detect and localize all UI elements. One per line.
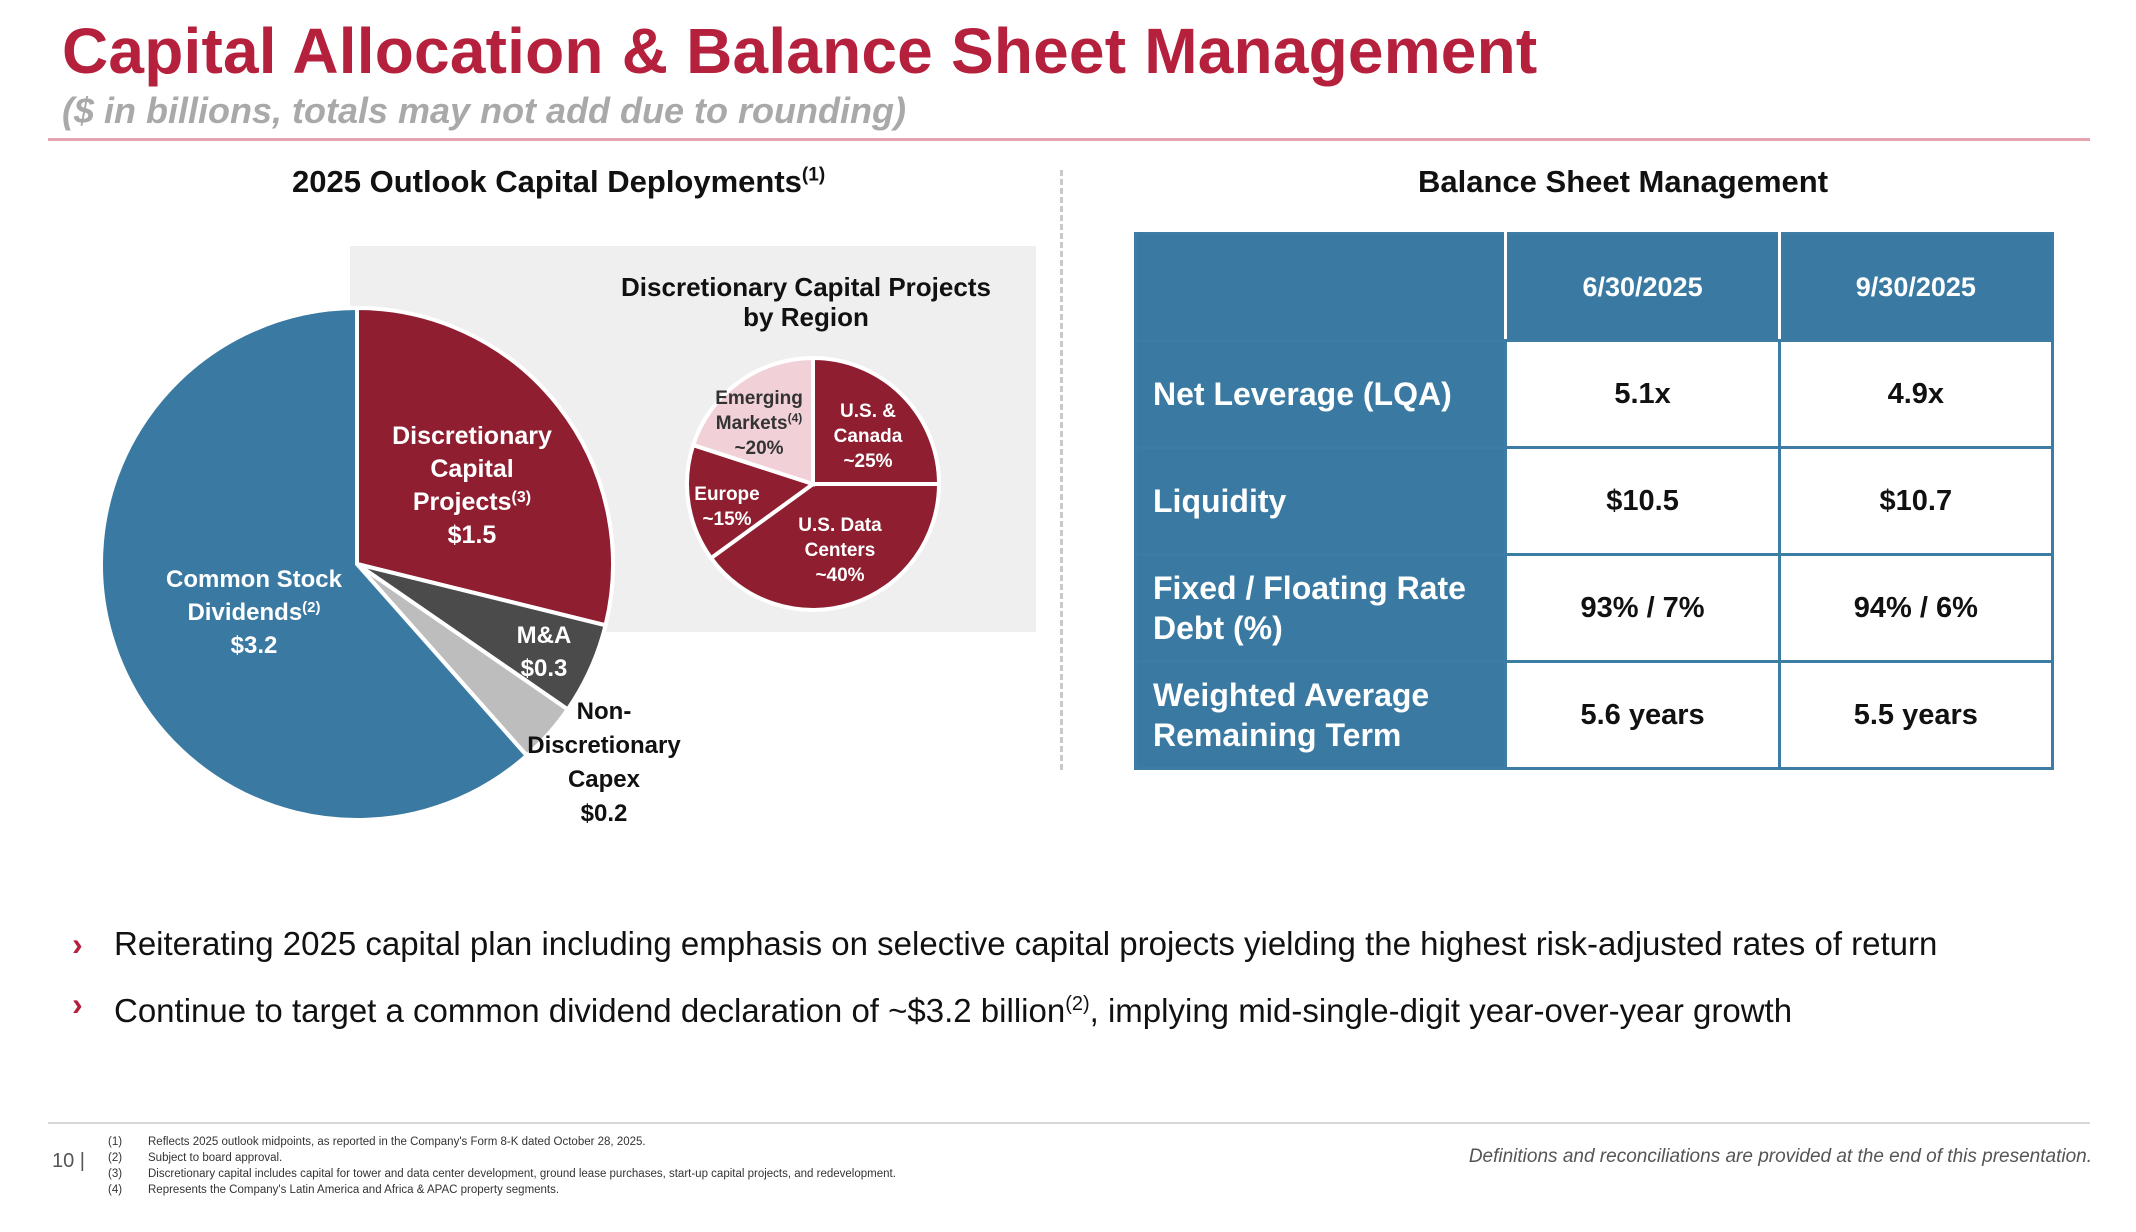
chevron-right-icon: ›	[72, 986, 83, 1022]
pie-slice-common-stock-dividends	[99, 305, 530, 822]
region-pie	[685, 355, 942, 612]
row-label-net-leverage: Net Leverage (LQA)	[1133, 339, 1508, 449]
section-divider	[1060, 170, 1063, 770]
table-header-col-2: 9/30/2025	[1777, 232, 2055, 342]
bullet-item: › Continue to target a common dividend de…	[72, 974, 1937, 1034]
row-label-fixed-floating: Fixed / Floating Rate Debt (%)	[1133, 553, 1508, 663]
capital-pie-labels: Discretionary Capital Projects(3) $1.5 M&A $0…	[166, 422, 681, 827]
label-emerging-markets: Emerging Markets(4) ~20%	[715, 388, 803, 459]
region-pie-labels: U.S. & Canada ~25% U.S. Data Centers ~40% Euro…	[694, 388, 902, 586]
footnote: (2) Subject to board approval.	[108, 1152, 283, 1164]
disclaimer-note: Definitions and reconciliations are prov…	[1468, 1146, 2092, 1167]
cell-remaining-term-q2: 5.6 years	[1504, 660, 1781, 770]
cell-fixed-floating-q2: 93% / 7%	[1504, 553, 1781, 663]
footnotes: (1) Reflects 2025 outlook midpoints, as r…	[108, 1134, 896, 1198]
bullet-item: › Reiterating 2025 capital plan including…	[72, 914, 1937, 974]
footnote: (1) Reflects 2025 outlook midpoints, as r…	[108, 1136, 646, 1148]
label-europe: Europe ~15%	[694, 484, 759, 530]
table-row-liquidity: Liquidity $10.5 $10.7	[1133, 446, 2055, 556]
capital-deployment-pie	[99, 305, 615, 822]
chevron-right-icon: ›	[72, 926, 83, 962]
footer-rule	[48, 1122, 2090, 1124]
pie-slice-emerging-markets	[690, 355, 815, 487]
page-subtitle: ($ in billions, totals may not add due t…	[62, 90, 906, 131]
balance-sheet-heading: Balance Sheet Management	[1418, 164, 1829, 199]
page-title: Capital Allocation & Balance Sheet Manag…	[62, 15, 1538, 87]
table-row-net-leverage: Net Leverage (LQA) 5.1x 4.9x	[1133, 339, 2055, 449]
label-us-canada: U.S. & Canada ~25%	[834, 401, 903, 472]
region-chart-title-line-2: by Region	[743, 302, 869, 332]
label-m-and-a: M&A $0.3	[517, 622, 572, 682]
key-points: › Reiterating 2025 capital plan including…	[72, 914, 1937, 1034]
cell-net-leverage-q3: 4.9x	[1777, 339, 2055, 449]
row-label-liquidity: Liquidity	[1133, 446, 1508, 556]
label-discretionary-capital-projects: Discretionary Capital Projects(3) $1.5	[392, 422, 552, 549]
title-rule	[48, 138, 2090, 141]
table-header-col-1: 6/30/2025	[1504, 232, 1781, 342]
cell-remaining-term-q3: 5.5 years	[1777, 660, 2055, 770]
footnote: (4) Represents the Company's Latin Americ…	[108, 1184, 560, 1196]
pie-slice-discretionary-capital-projects	[355, 305, 615, 628]
label-common-stock-dividends: Common Stock Dividends(2) $3.2	[166, 566, 343, 659]
page-number: 10 |	[52, 1150, 85, 1172]
balance-sheet-table: 6/30/2025 9/30/2025 Net Leverage (LQA) 5…	[1133, 232, 2055, 770]
capital-deployments-heading: 2025 Outlook Capital Deployments(1)	[292, 164, 826, 199]
table-row-fixed-floating: Fixed / Floating Rate Debt (%) 93% / 7% 9…	[1133, 553, 2055, 663]
table-row-remaining-term: Weighted Average Remaining Term 5.6 years…	[1133, 660, 2055, 770]
label-non-discretionary-capex: Non-Discretionary Capex $0.2	[527, 698, 681, 827]
row-label-remaining-term: Weighted Average Remaining Term	[1133, 660, 1508, 770]
region-chart-title-line-1: Discretionary Capital Projects	[621, 272, 991, 302]
cell-net-leverage-q2: 5.1x	[1504, 339, 1781, 449]
table-header-row: 6/30/2025 9/30/2025	[1133, 232, 2055, 342]
table-header-blank	[1133, 232, 1508, 342]
footnote: (3) Discretionary capital includes capita…	[108, 1168, 896, 1180]
cell-fixed-floating-q3: 94% / 6%	[1777, 553, 2055, 663]
pie-slice-u-s-canada	[811, 355, 942, 486]
pie-slice-u-s-data-centers	[708, 482, 942, 612]
cell-liquidity-q2: $10.5	[1504, 446, 1781, 556]
cell-liquidity-q3: $10.7	[1777, 446, 2055, 556]
label-us-data-centers: U.S. Data Centers ~40%	[798, 515, 882, 586]
pie-slice-europe	[685, 442, 818, 561]
